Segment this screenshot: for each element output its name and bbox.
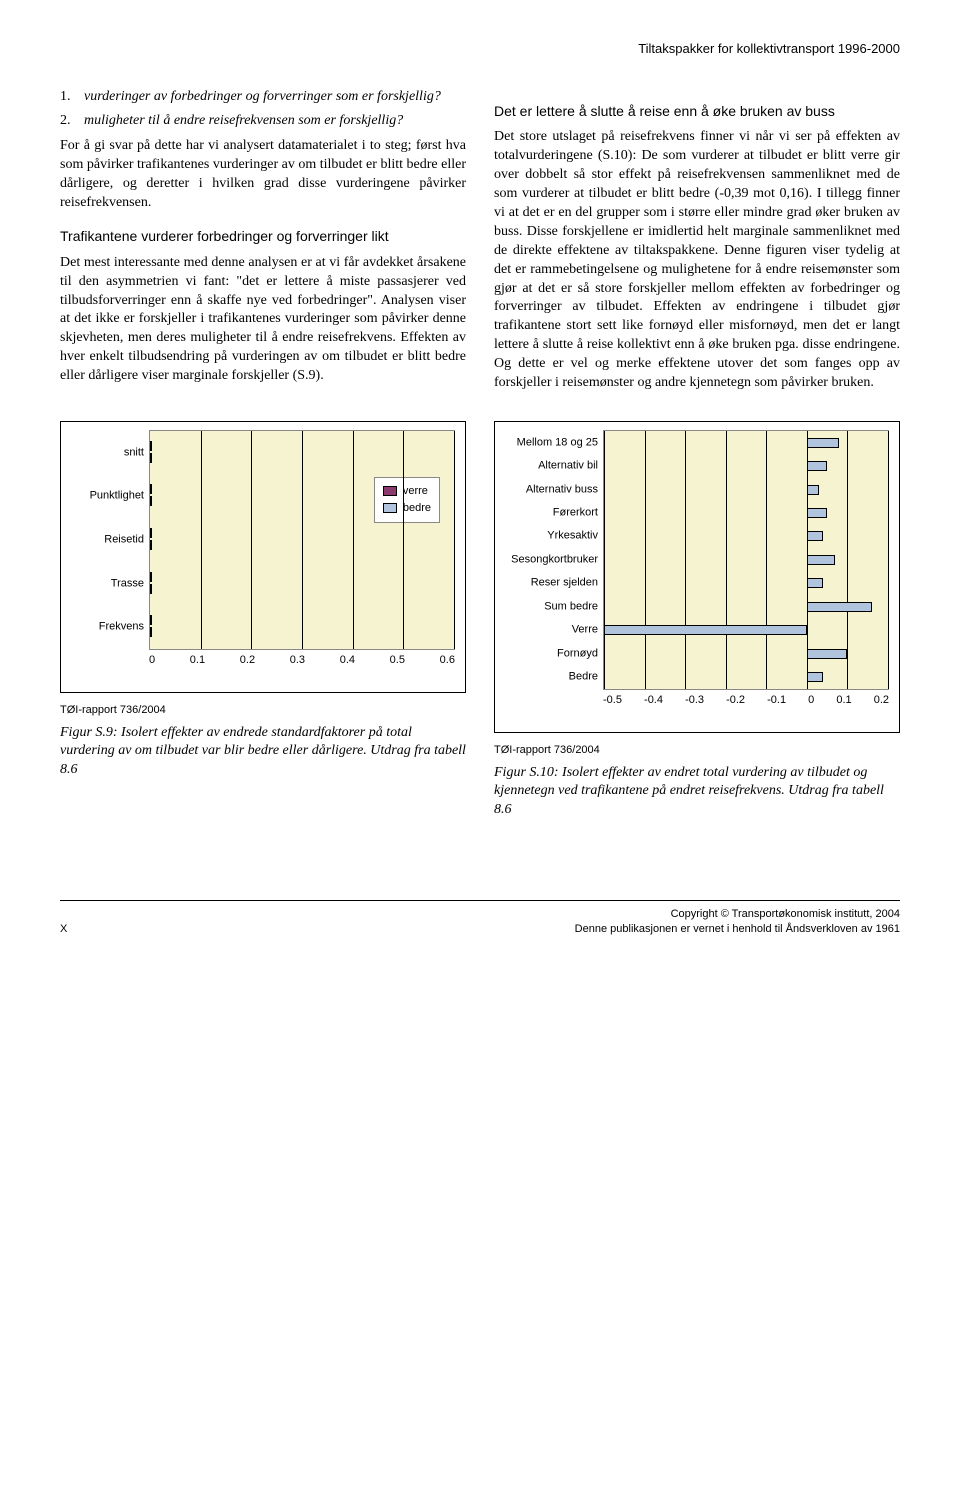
y-label: snitt: [124, 445, 150, 460]
chart-right-caption: Figur S.10: Isolert effekter av endret t…: [494, 764, 900, 821]
x-tick: 0.1: [190, 653, 205, 668]
y-label: Yrkesaktiv: [547, 529, 604, 544]
chart-left-box: verre bedre snitt Punktlighet Reisetid Tras…: [60, 421, 466, 693]
x-tick: 0.4: [340, 653, 355, 668]
bar: [807, 578, 823, 588]
bar: [807, 555, 835, 565]
y-label: Mellom 18 og 25: [517, 435, 604, 450]
bar-bedre: [150, 453, 152, 463]
subheading: Det er lettere å slutte å reise enn å øk…: [494, 102, 900, 121]
x-tick: -0.5: [603, 693, 622, 708]
charts-row: verre bedre snitt Punktlighet Reisetid Tras…: [60, 421, 900, 820]
bar-verre: [150, 615, 152, 625]
list-text: muligheter til å endre reisefrekvensen s…: [84, 112, 466, 131]
paragraph: Det store utslaget på reisefrekvens finn…: [494, 128, 900, 392]
chart-left-legend: verre bedre: [374, 477, 440, 523]
chart-left-cell: verre bedre snitt Punktlighet Reisetid Tras…: [60, 421, 466, 820]
x-tick: -0.1: [767, 693, 786, 708]
x-tick: 0: [808, 693, 814, 708]
bar: [807, 508, 827, 518]
bar-verre: [150, 441, 152, 451]
chart-left-source: TØI-rapport 736/2004: [60, 703, 466, 718]
copyright: Copyright © Transportøkonomisk institutt…: [575, 907, 900, 922]
bar: [807, 672, 823, 682]
legend-label: verre: [403, 484, 428, 499]
list-num: 2.: [60, 112, 84, 131]
paragraph: For å gi svar på dette har vi analysert …: [60, 137, 466, 213]
chart-right-cell: Mellom 18 og 25 Alternativ bil Alternativ …: [494, 421, 900, 820]
x-tick: -0.4: [644, 693, 663, 708]
y-label: Alternativ bil: [538, 459, 604, 474]
y-label: Alternativ buss: [526, 482, 604, 497]
bar: [807, 531, 823, 541]
y-label: Trasse: [111, 576, 150, 591]
y-label: Sum bedre: [544, 599, 604, 614]
page-footer: X Copyright © Transportøkonomisk institu…: [60, 900, 900, 937]
y-label: Bedre: [569, 670, 604, 685]
y-label: Verre: [572, 623, 604, 638]
x-tick: 0.2: [874, 693, 889, 708]
subheading: Trafikantene vurderer forbedringer og fo…: [60, 227, 466, 246]
chart-left-caption: Figur S.9: Isolert effekter av endrede s…: [60, 724, 466, 781]
bar-bedre: [150, 627, 152, 637]
bar: [604, 625, 807, 635]
chart-left-xaxis: 0 0.1 0.2 0.3 0.4 0.5 0.6: [149, 653, 455, 668]
left-column: 1. vurderinger av forbedringer og forver…: [60, 88, 466, 403]
bar-verre: [150, 572, 152, 582]
chart-left-plot: verre bedre snittPunktlighetReisetidTras…: [149, 430, 455, 650]
bar: [807, 649, 848, 659]
y-label: Reisetid: [104, 532, 150, 547]
bar-bedre: [150, 496, 152, 506]
chart-right-plot: Mellom 18 og 25Alternativ bilAlternativ …: [603, 430, 889, 690]
bar-verre: [150, 528, 152, 538]
x-tick: -0.3: [685, 693, 704, 708]
x-tick: 0.2: [240, 653, 255, 668]
page-header: Tiltakspakker for kollektivtransport 199…: [60, 40, 900, 58]
bar-verre: [150, 484, 152, 494]
y-label: Fornøyd: [557, 646, 604, 661]
list-item: 2. muligheter til å endre reisefrekvense…: [60, 112, 466, 131]
y-label: Punktlighet: [90, 489, 150, 504]
x-tick: 0: [149, 653, 155, 668]
legend-label: bedre: [403, 501, 431, 516]
swatch-bedre: [383, 503, 397, 513]
y-label: Frekvens: [99, 620, 150, 635]
list-item: 1. vurderinger av forbedringer og forver…: [60, 88, 466, 107]
y-label: Førerkort: [553, 506, 604, 521]
y-label: Reser sjelden: [531, 576, 604, 591]
chart-right-box: Mellom 18 og 25 Alternativ bil Alternativ …: [494, 421, 900, 733]
swatch-verre: [383, 486, 397, 496]
bar: [807, 485, 819, 495]
x-tick: 0.3: [290, 653, 305, 668]
bar: [807, 438, 839, 448]
bar-bedre: [150, 584, 152, 594]
x-tick: -0.2: [726, 693, 745, 708]
page-mark: X: [60, 922, 67, 937]
chart-right-source: TØI-rapport 736/2004: [494, 743, 900, 758]
y-label: Sesongkortbruker: [511, 552, 604, 567]
list-num: 1.: [60, 88, 84, 107]
right-column: Det er lettere å slutte å reise enn å øk…: [494, 88, 900, 403]
list-text: vurderinger av forbedringer og forverrin…: [84, 88, 466, 107]
body-columns: 1. vurderinger av forbedringer og forver…: [60, 88, 900, 403]
x-tick: 0.6: [440, 653, 455, 668]
chart-right-xaxis: -0.5 -0.4 -0.3 -0.2 -0.1 0 0.1 0.2: [603, 693, 889, 708]
bar: [807, 602, 872, 612]
x-tick: 0.1: [836, 693, 851, 708]
bar-bedre: [150, 540, 152, 550]
paragraph: Det mest interessante med denne analysen…: [60, 254, 466, 386]
x-tick: 0.5: [390, 653, 405, 668]
copyright-notice: Denne publikasjonen er vernet i henhold …: [575, 922, 900, 937]
bar: [807, 461, 827, 471]
